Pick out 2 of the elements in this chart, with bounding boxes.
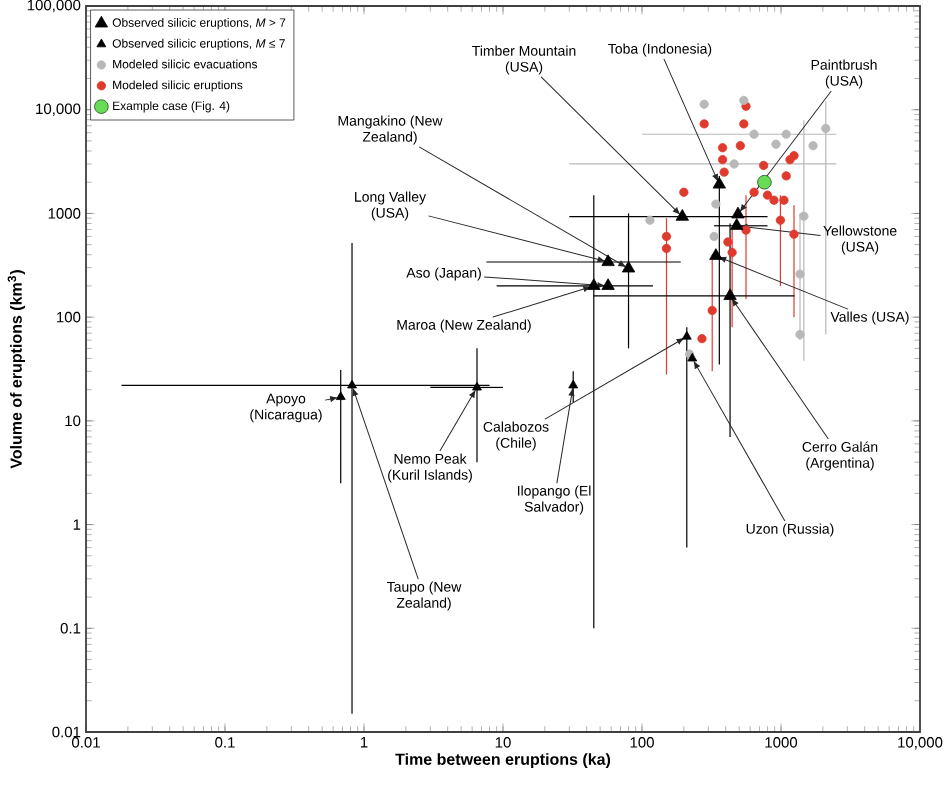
y-axis-title: Volume of eruptions (km$^{3}$): [7, 270, 25, 469]
x-axis-title: Time between eruptions (ka): [395, 753, 611, 769]
